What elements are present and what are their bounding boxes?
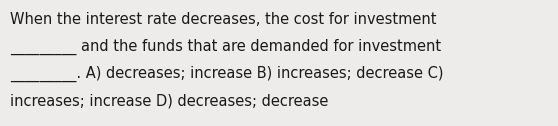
Text: When the interest rate decreases, the cost for investment: When the interest rate decreases, the co… (10, 12, 436, 27)
Text: _________. A) decreases; increase B) increases; decrease C): _________. A) decreases; increase B) inc… (10, 66, 444, 82)
Text: _________ and the funds that are demanded for investment: _________ and the funds that are demande… (10, 39, 441, 55)
Text: increases; increase D) decreases; decrease: increases; increase D) decreases; decrea… (10, 93, 328, 108)
